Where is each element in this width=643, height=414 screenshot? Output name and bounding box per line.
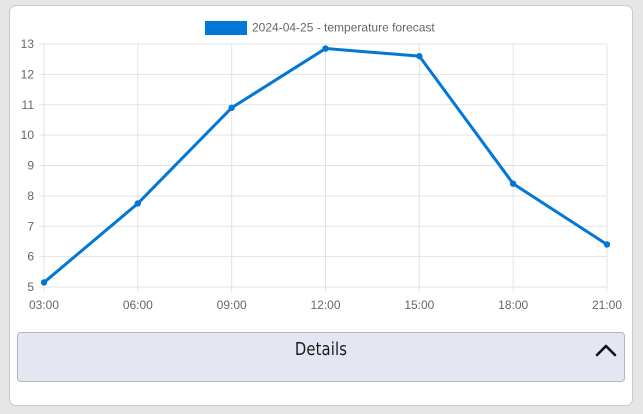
y-tick-label: 5 [27, 280, 34, 294]
x-tick-label: 03:00 [29, 298, 59, 312]
x-tick-label: 06:00 [123, 298, 153, 312]
series-line [40, 45, 611, 286]
data-point[interactable] [509, 180, 517, 187]
axis-ticks: 5 6 7 8 9 10 11 12 13 03:00 06:00 09:00 12:00 15:00 18… [21, 37, 623, 312]
x-tick-label: 12:00 [310, 298, 340, 312]
legend-swatch [205, 21, 247, 35]
y-tick-label: 12 [21, 67, 35, 81]
temperature-line-chart: 5 6 7 8 9 10 11 12 13 03:00 06:00 09:00 12:00 15:00 18… [21, 21, 623, 313]
x-tick-label: 09:00 [217, 298, 247, 312]
legend[interactable]: 2024-04-25 - temperature forecast [205, 21, 435, 36]
legend-label: 2024-04-25 - temperature forecast [252, 21, 435, 35]
details-toggle[interactable]: Details [17, 332, 625, 382]
y-tick-label: 8 [27, 189, 34, 203]
y-tick-label: 7 [27, 219, 34, 233]
data-point[interactable] [416, 52, 423, 60]
grid-lines [39, 43, 608, 292]
x-tick-label: 18:00 [498, 298, 528, 312]
data-point[interactable] [134, 200, 142, 207]
y-tick-label: 6 [27, 250, 34, 264]
data-point[interactable] [40, 279, 48, 286]
chevron-up-icon[interactable] [594, 342, 618, 358]
y-tick-label: 11 [22, 98, 35, 112]
x-tick-label: 15:00 [404, 298, 434, 312]
data-point[interactable] [603, 241, 611, 248]
data-point[interactable] [322, 45, 329, 52]
details-label: Details [294, 339, 348, 360]
y-tick-label: 9 [27, 159, 34, 173]
x-tick-label: 21:00 [592, 298, 622, 312]
y-tick-label: 10 [21, 128, 35, 142]
data-point[interactable] [228, 104, 235, 111]
y-tick-label: 13 [21, 37, 35, 51]
